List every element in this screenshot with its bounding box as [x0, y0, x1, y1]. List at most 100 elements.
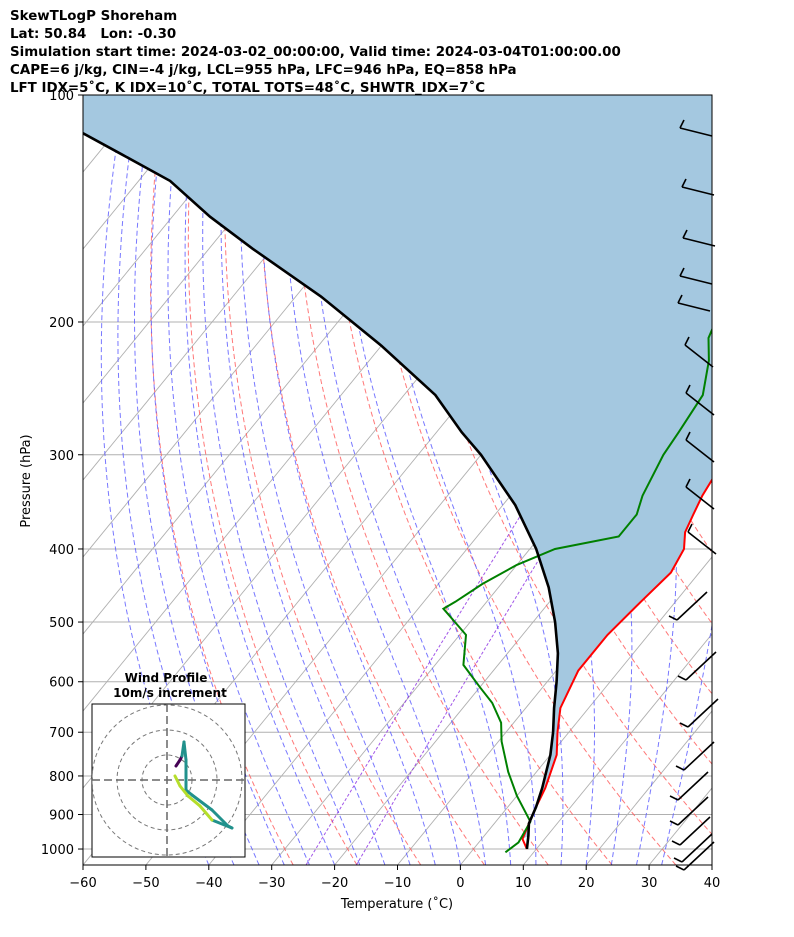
moist-adiabat-line: [282, 95, 461, 865]
wind-barb: [679, 275, 713, 285]
inset-title: Wind Profile: [125, 671, 208, 685]
wind-barb: [681, 186, 715, 196]
moist-adiabat-line: [220, 95, 386, 865]
isotherm-line: [460, 556, 712, 865]
x-tick-label: 10: [515, 876, 532, 891]
hodograph-segment: [182, 740, 188, 762]
wind-barb-flag: [669, 820, 679, 826]
wind-barb-flag: [682, 229, 688, 239]
dry-adiabat-line: [187, 95, 358, 865]
dry-adiabat-line: [258, 95, 485, 865]
x-axis-label: Temperature (˚C): [340, 896, 453, 912]
hodograph-segment: [173, 774, 182, 788]
wind-barb-flag: [677, 675, 687, 681]
x-tick-label: −30: [258, 876, 285, 891]
wind-barb-flag: [677, 294, 683, 304]
wind-barb-flag: [675, 765, 685, 771]
y-tick-label: 900: [49, 809, 74, 824]
dewpoint-line: [441, 327, 712, 854]
wind-barb: [685, 439, 715, 463]
chart-header: SkewTLogP Shoreham Lat: 50.84 Lon: -0.30…: [10, 8, 621, 98]
wind-barb: [681, 833, 713, 863]
y-tick-label: 600: [49, 676, 74, 691]
wind-barb-flag: [684, 336, 690, 346]
moist-adiabat-line: [184, 95, 336, 865]
x-tick-label: 40: [704, 876, 721, 891]
isotherm-line: [83, 95, 210, 250]
dry-adiabat-line: [782, 95, 794, 865]
wind-barb-flag: [673, 857, 683, 863]
wind-barb: [685, 392, 715, 416]
chart-title: SkewTLogP Shoreham: [10, 9, 178, 24]
wind-barb: [685, 486, 715, 510]
moist-adiabat-line: [150, 95, 285, 865]
dry-adiabat-line: [716, 95, 794, 865]
wind-barb-flag: [679, 119, 685, 129]
inset-subtitle: 10m/s increment: [113, 686, 227, 700]
moist-adiabat-line: [167, 95, 310, 865]
wind-barb-flag: [679, 722, 689, 728]
wind-barb-flag: [681, 178, 687, 188]
wind-barb: [683, 841, 715, 871]
isotherm-line: [83, 95, 273, 327]
x-tick-label: −50: [132, 876, 159, 891]
hodograph-segment: [210, 818, 234, 830]
y-tick-label: 500: [49, 616, 74, 631]
y-tick-label: 100: [49, 89, 74, 104]
wind-barb: [676, 591, 708, 621]
wind-barb-flag: [679, 267, 685, 277]
wind-barb-flag: [685, 431, 691, 441]
x-tick-label: 0: [456, 876, 464, 891]
cape-area: [83, 95, 712, 839]
dry-adiabat-line: [325, 95, 613, 865]
wind-barb-flag: [687, 523, 693, 533]
moist-adiabat-line: [334, 95, 512, 865]
stability-indices-text: LFT IDX=5˚C, K IDX=10˚C, TOTAL TOTS=48˚C…: [10, 81, 486, 96]
moist-adiabat-line: [260, 95, 436, 865]
wind-barb: [677, 771, 709, 801]
y-tick-label: 800: [49, 770, 74, 785]
convective-indices-text: CAPE=6 j/kg, CIN=-4 j/kg, LCL=955 hPa, L…: [10, 63, 517, 78]
wind-barb: [677, 796, 709, 826]
wind-barb-flag: [675, 865, 685, 871]
y-tick-label: 200: [49, 316, 74, 331]
y-tick-label: 400: [49, 543, 74, 558]
hodograph-segment: [190, 793, 214, 812]
wind-barb: [687, 531, 717, 555]
dry-adiabat-line: [150, 95, 294, 865]
wind-barb-flag: [685, 478, 691, 488]
hodograph-segment: [178, 784, 190, 798]
wind-barb: [679, 816, 711, 846]
x-tick-label: −60: [69, 876, 96, 891]
isotherm-line: [711, 864, 712, 865]
wind-barb: [683, 741, 715, 771]
wind-barb: [687, 698, 719, 728]
y-tick-label: 300: [49, 449, 74, 464]
x-tick-label: −20: [321, 876, 348, 891]
wind-barb-flag: [671, 840, 681, 846]
wind-barb: [685, 651, 717, 681]
wind-barb: [684, 344, 714, 368]
simulation-time-text: Simulation start time: 2024-03-02_00:00:…: [10, 45, 621, 60]
wind-barb-flag: [668, 615, 678, 621]
moist-adiabat-line: [307, 95, 487, 865]
dry-adiabat-line: [749, 95, 794, 865]
wind-barb: [682, 237, 716, 247]
hodograph-segment: [186, 794, 202, 808]
temperature-line: [521, 477, 712, 850]
mixing-ratio-line: [305, 211, 712, 865]
isotherm-line: [522, 633, 712, 865]
wind-barb-flag: [669, 795, 679, 801]
dry-adiabat-line: [455, 95, 712, 695]
x-tick-label: 30: [641, 876, 658, 891]
x-tick-label: −40: [195, 876, 222, 891]
moist-adiabat-line: [655, 95, 712, 865]
hodograph-segment: [210, 808, 230, 828]
wind-barb: [679, 127, 713, 137]
wind-barb: [677, 302, 711, 312]
inset-plot: [92, 704, 245, 857]
x-tick-label: −10: [384, 876, 411, 891]
y-tick-label: 1000: [41, 843, 74, 858]
isotherm-line: [83, 95, 84, 96]
